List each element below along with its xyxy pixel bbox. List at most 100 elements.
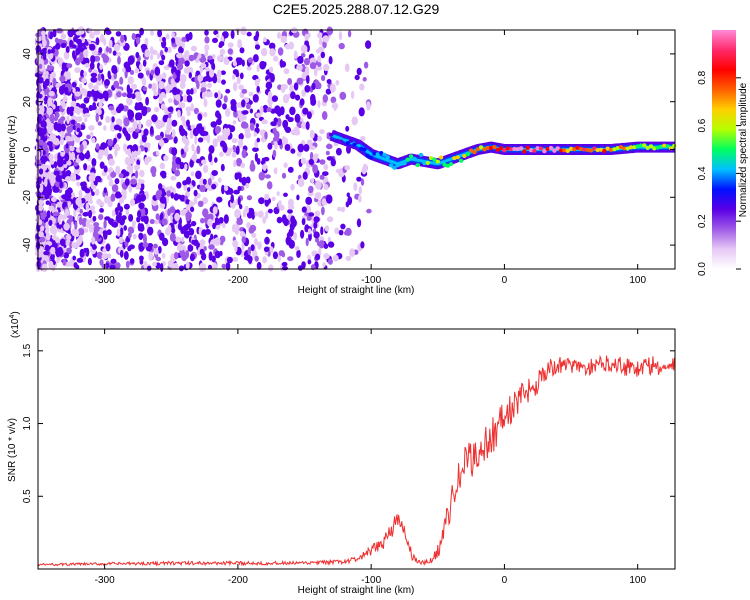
spectrogram-cell: [186, 119, 190, 127]
spectrogram-cell: [130, 178, 137, 185]
spectrogram-cell: [231, 138, 238, 144]
spectrogram-cell: [322, 63, 330, 72]
spectrogram-cell: [82, 107, 90, 115]
spectrogram-cell: [289, 84, 294, 94]
spectrogram-cell: [276, 191, 280, 196]
x-tick-label: 100: [629, 575, 646, 586]
spectrogram-cell: [114, 148, 118, 157]
spectrogram-cell: [121, 67, 126, 73]
spectrogram-cell: [97, 153, 103, 160]
spectrogram-cell: [83, 97, 90, 104]
spectrogram-cell: [74, 91, 81, 97]
spectrogram-cell: [212, 262, 218, 270]
spectrogram-cell: [118, 103, 124, 111]
spectrogram-cell: [256, 85, 261, 93]
spectrogram-cell: [366, 208, 372, 214]
spectrogram-cell: [38, 63, 43, 69]
spectrogram-cell: [174, 212, 181, 222]
spectrogram-cell: [317, 55, 322, 63]
spectrogram-cell: [281, 172, 287, 179]
spectrogram-peak: [392, 165, 397, 170]
spectrogram-cell: [37, 190, 42, 201]
spectrogram-cell: [290, 183, 295, 191]
spectrogram-cell: [219, 140, 226, 148]
spectrogram-cell: [158, 60, 165, 66]
spectrogram-cell: [95, 37, 100, 46]
spectrogram-peak: [458, 158, 464, 163]
spectrogram-cell: [243, 122, 249, 129]
spectrogram-cell: [169, 232, 176, 242]
spectrogram-peak: [478, 145, 484, 150]
spectrogram-cell: [111, 221, 119, 228]
spectrogram-cell: [365, 40, 372, 49]
spectrogram-cell: [45, 200, 51, 205]
spectrogram-cell: [80, 103, 86, 109]
spectrogram-cell: [202, 90, 206, 100]
spectrogram-cell: [221, 79, 226, 85]
spectrogram-cell: [65, 143, 69, 149]
spectrogram-cell: [157, 246, 162, 254]
spectrogram-cell: [253, 131, 258, 137]
spectrogram-cell: [271, 95, 278, 102]
spectrogram-cell: [150, 69, 155, 76]
spectrogram-peak: [402, 161, 407, 166]
spectrogram-peak: [485, 145, 490, 150]
colorbar-tick-label: 0.2: [697, 214, 708, 228]
spectrogram-cell: [40, 49, 45, 56]
spectrogram-cell: [90, 72, 98, 78]
spectrogram-cell: [309, 62, 317, 70]
spectrogram-cell: [104, 216, 111, 221]
spectrogram-cell: [120, 34, 125, 44]
spectrogram-cell: [174, 251, 179, 260]
spectrogram-cell: [261, 135, 266, 143]
spectrogram-cell: [86, 194, 93, 203]
spectrogram-cell: [215, 218, 222, 224]
spectrogram-cell: [360, 241, 365, 249]
y-tick-label: 20: [22, 96, 33, 108]
spectrogram-cell: [250, 244, 255, 252]
spectrogram-cell: [321, 206, 325, 216]
spectrogram-cell: [64, 208, 70, 217]
spectrogram-cell: [78, 153, 86, 161]
spectrogram-cell: [145, 119, 153, 127]
spectrogram-cell: [189, 129, 194, 139]
spectrogram-cell: [360, 178, 365, 186]
spectrogram-cell: [83, 49, 89, 58]
spectrogram-cell: [312, 164, 318, 174]
spectrogram-cell: [326, 26, 334, 36]
spectrogram-cell: [155, 190, 161, 200]
spectrogram-cell: [186, 95, 193, 103]
spectrogram-peak: [548, 145, 554, 150]
spectrogram-cell: [150, 166, 157, 175]
spectrogram-cell: [300, 44, 308, 54]
spectrogram-cell: [127, 98, 132, 106]
spectrogram-cell: [176, 62, 184, 71]
spectrogram-cell: [103, 148, 109, 157]
spectrogram-peak: [638, 143, 644, 148]
spectrogram-cell: [131, 93, 136, 100]
spectrogram-cell: [181, 36, 187, 43]
spectrogram-cell: [170, 192, 174, 199]
spectrogram-cell: [164, 46, 168, 53]
spectrogram-cell: [282, 94, 290, 104]
spectrogram-cell: [356, 218, 362, 228]
spectrogram-cell: [347, 30, 352, 38]
spectrogram-cell: [167, 46, 172, 53]
spectrogram-cell: [201, 159, 207, 165]
spectrogram-cell: [46, 107, 53, 116]
spectrogram-cell: [168, 112, 172, 119]
spectrogram-cell: [55, 42, 61, 50]
spectrogram-cell: [59, 238, 66, 247]
spectrogram-cell: [162, 253, 166, 259]
spectrogram-cell: [233, 159, 237, 168]
spectrogram-peak: [468, 148, 474, 153]
spectrogram-cell: [111, 65, 118, 74]
colorbar: 0.0 0.2 0.4 0.6 0.8 Normalized spectral ampl…: [697, 30, 749, 276]
spectrogram-cell: [273, 55, 279, 62]
spectrogram-signal-ridge: [327, 129, 680, 170]
spectrogram-cell: [159, 196, 167, 204]
spectrogram-cell: [101, 253, 109, 260]
spectrogram-cell: [230, 30, 235, 39]
spectrogram-peak: [662, 143, 667, 148]
spectrogram-cell: [113, 143, 120, 151]
